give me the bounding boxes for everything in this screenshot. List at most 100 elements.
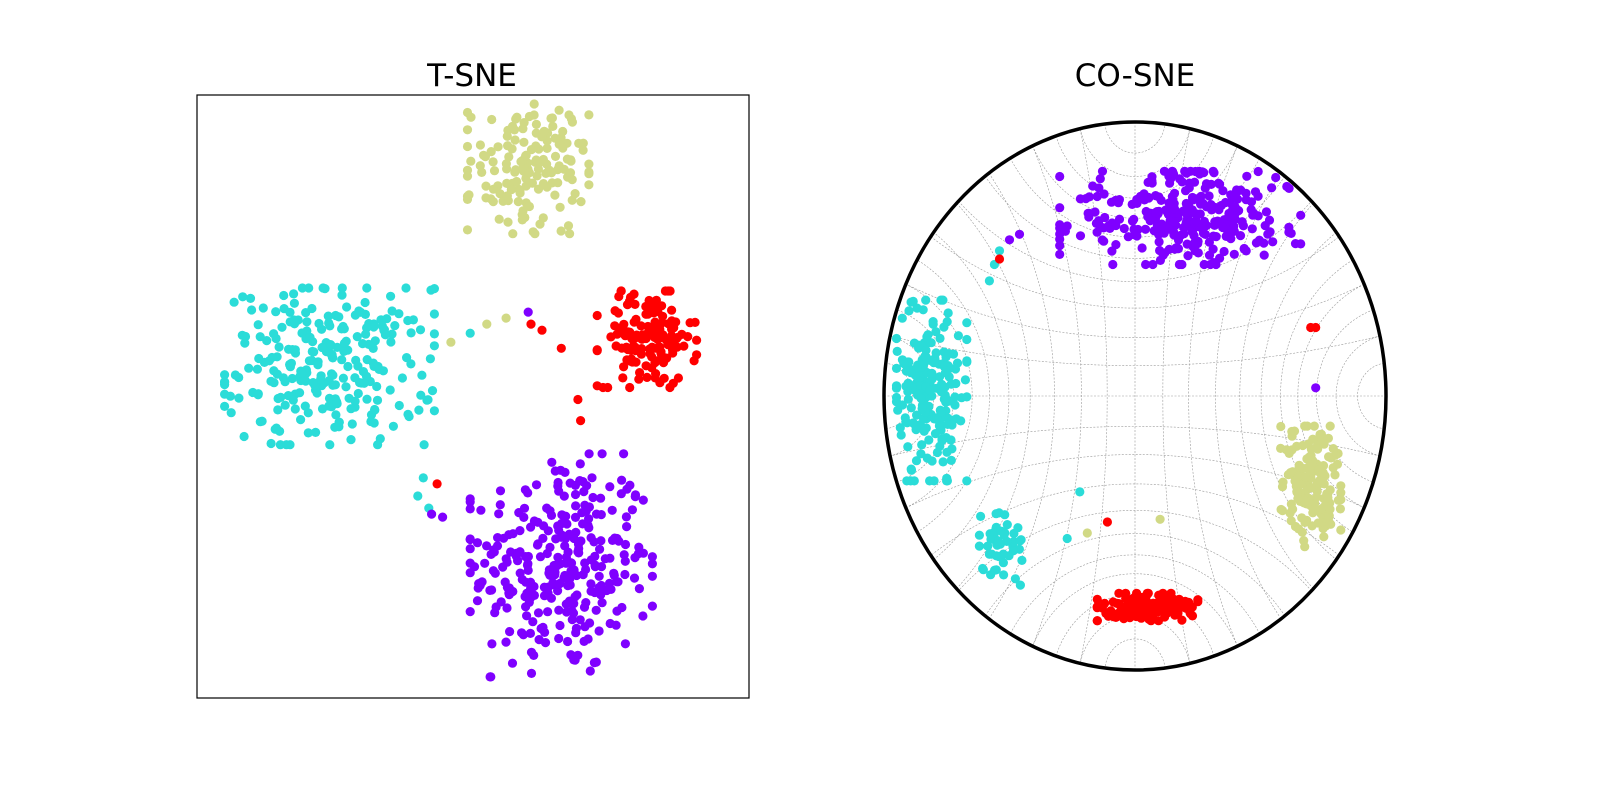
tsne-point-purple bbox=[465, 544, 475, 554]
tsne-point-cyan bbox=[308, 378, 318, 388]
cosne-point-purple bbox=[1181, 208, 1191, 218]
tsne-point-khaki bbox=[555, 202, 565, 212]
cosne-point-purple bbox=[1251, 238, 1261, 248]
grid-line bbox=[1239, 203, 1314, 589]
cosne-point-purple bbox=[1055, 220, 1065, 230]
cosne-point-red bbox=[1118, 610, 1128, 620]
tsne-point-red bbox=[667, 305, 677, 315]
tsne-point-purple bbox=[538, 622, 548, 633]
tsne-point-red bbox=[662, 335, 672, 346]
tsne-point-cyan bbox=[226, 408, 236, 418]
cosne-point-purple bbox=[1095, 174, 1105, 184]
cosne-point-cyan bbox=[993, 536, 1004, 546]
tsne-point-cyan bbox=[297, 368, 307, 378]
tsne-point-cyan bbox=[276, 392, 286, 402]
cosne-point-khaki bbox=[1325, 504, 1335, 514]
tsne-point-cyan bbox=[338, 321, 348, 332]
cosne-point-purple bbox=[1218, 222, 1228, 233]
cosne-point-cyan bbox=[942, 476, 953, 486]
cosne-point-khaki bbox=[1298, 440, 1308, 451]
cosne-point-red bbox=[1174, 594, 1184, 604]
tsne-point-khaki bbox=[502, 164, 512, 174]
tsne-point-cyan bbox=[359, 378, 369, 388]
tsne-point-cyan bbox=[337, 290, 347, 300]
tsne-point-khaki bbox=[446, 337, 456, 347]
tsne-point-purple bbox=[587, 473, 597, 483]
tsne-point-cyan bbox=[369, 418, 379, 428]
cosne-point-purple bbox=[1174, 259, 1184, 270]
tsne-point-purple bbox=[521, 602, 531, 612]
tsne-point-khaki bbox=[554, 161, 564, 171]
tsne-point-red bbox=[655, 378, 665, 388]
tsne-panel: T-SNE bbox=[196, 58, 750, 699]
cosne-point-cyan bbox=[891, 381, 902, 391]
tsne-point-red bbox=[614, 291, 624, 302]
cosne-point-cyan bbox=[960, 375, 971, 385]
tsne-point-purple bbox=[505, 627, 515, 637]
cosne-point-purple bbox=[1241, 188, 1251, 198]
tsne-point-khaki bbox=[565, 229, 575, 239]
cosne-point-red bbox=[1102, 517, 1112, 527]
cosne-point-purple bbox=[1184, 183, 1194, 193]
cosne-point-red bbox=[1121, 588, 1131, 598]
tsne-point-red bbox=[665, 286, 675, 296]
cosne-point-cyan bbox=[942, 317, 952, 327]
cosne-point-purple bbox=[1238, 221, 1248, 231]
cosne-point-red bbox=[1153, 616, 1164, 626]
cosne-point-cyan bbox=[999, 530, 1009, 540]
tsne-point-cyan bbox=[337, 355, 347, 365]
cosne-point-khaki bbox=[1289, 426, 1300, 436]
tsne-point-cyan bbox=[220, 370, 230, 380]
cosne-point-cyan bbox=[903, 378, 913, 388]
tsne-point-cyan bbox=[346, 435, 356, 445]
cosne-point-purple bbox=[1111, 220, 1121, 231]
tsne-frame bbox=[196, 94, 750, 699]
tsne-point-purple bbox=[605, 482, 615, 492]
tsne-point-purple bbox=[571, 628, 581, 638]
tsne-point-cyan bbox=[277, 322, 287, 332]
tsne-point-purple bbox=[575, 459, 585, 469]
cosne-point-purple bbox=[1210, 220, 1220, 230]
tsne-point-cyan bbox=[394, 400, 404, 411]
cosne-point-cyan bbox=[934, 421, 945, 431]
cosne-point-purple bbox=[1219, 246, 1229, 257]
cosne-point-cyan bbox=[895, 423, 905, 433]
cosne-point-cyan bbox=[906, 368, 916, 378]
tsne-point-purple bbox=[522, 611, 532, 621]
cosne-point-khaki bbox=[1309, 421, 1319, 431]
cosne-point-red bbox=[1171, 602, 1182, 612]
tsne-point-cyan bbox=[429, 341, 439, 351]
cosne-point-khaki bbox=[1306, 461, 1316, 471]
tsne-point-purple bbox=[576, 536, 586, 546]
cosne-point-khaki bbox=[1299, 536, 1309, 546]
cosne-point-purple bbox=[1055, 249, 1065, 259]
tsne-point-cyan bbox=[417, 370, 427, 380]
tsne-point-cyan bbox=[229, 297, 239, 307]
tsne-point-cyan bbox=[284, 344, 294, 354]
cosne-point-red bbox=[1097, 603, 1107, 613]
tsne-point-red bbox=[619, 319, 629, 329]
tsne-point-khaki bbox=[538, 213, 548, 223]
tsne-point-khaki bbox=[493, 142, 503, 152]
tsne-point-khaki bbox=[524, 168, 535, 178]
tsne-point-cyan bbox=[220, 377, 230, 387]
tsne-point-cyan bbox=[419, 440, 429, 450]
tsne-point-purple bbox=[579, 602, 590, 612]
cosne-point-purple bbox=[1127, 216, 1138, 226]
tsne-point-khaki bbox=[542, 143, 552, 153]
tsne-point-khaki bbox=[481, 181, 491, 191]
cosne-point-purple bbox=[1149, 226, 1159, 236]
cosne-point-khaki bbox=[1330, 470, 1340, 480]
cosne-point-purple bbox=[1247, 224, 1257, 234]
tsne-point-cyan bbox=[279, 290, 289, 301]
tsne-point-red bbox=[617, 343, 627, 353]
tsne-point-khaki bbox=[584, 110, 594, 120]
tsne-point-cyan bbox=[305, 332, 315, 342]
tsne-point-khaki bbox=[511, 176, 522, 187]
tsne-point-cyan bbox=[386, 337, 396, 347]
cosne-point-purple bbox=[1282, 181, 1292, 192]
cosne-point-cyan bbox=[953, 331, 964, 341]
tsne-point-cyan bbox=[245, 293, 256, 303]
tsne-point-purple bbox=[523, 565, 533, 576]
cosne-point-khaki bbox=[1336, 525, 1346, 535]
